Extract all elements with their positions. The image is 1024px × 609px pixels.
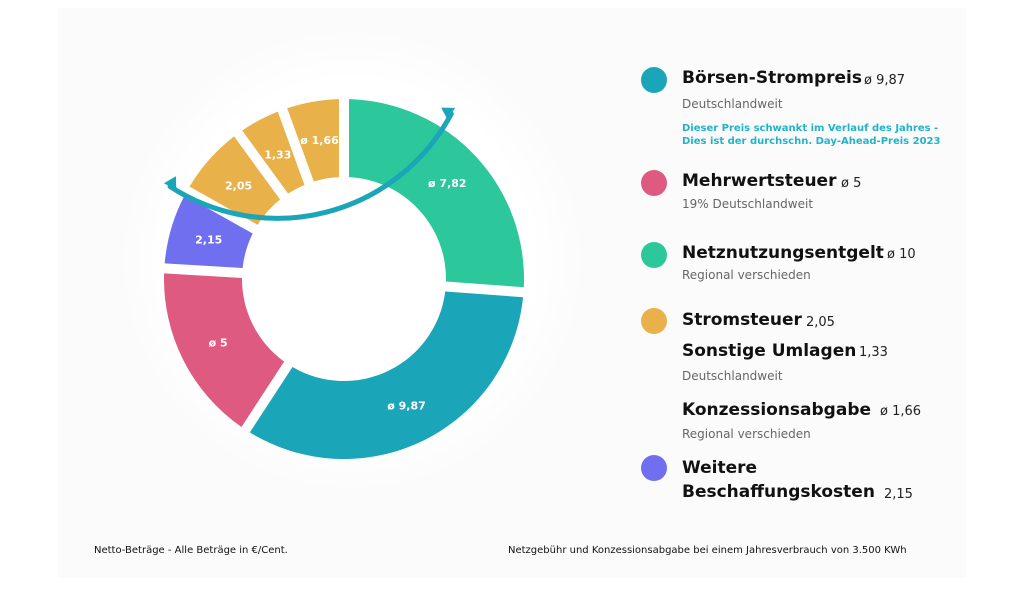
donut-segment-6 bbox=[287, 99, 340, 182]
donut-label-6: ø 1,66 bbox=[300, 134, 339, 147]
legend-note-boersen-1: Dieser Preis schwankt im Verlauf des Jah… bbox=[682, 123, 939, 134]
legend-title-boersen: Börsen-Strompreis bbox=[682, 68, 863, 88]
legend-dot-mwst bbox=[641, 170, 667, 196]
legend-title-stromsteuer: Stromsteuer bbox=[682, 310, 802, 330]
legend-title-konzession: Konzessionsabgabe bbox=[682, 400, 872, 420]
arrow-head-start bbox=[441, 107, 456, 120]
legend-sub-umlagen: Deutschlandweit bbox=[682, 369, 783, 383]
legend-dot-weitere bbox=[641, 455, 667, 481]
donut-segment-0 bbox=[348, 99, 524, 288]
arrow-head-end bbox=[163, 176, 177, 190]
donut-label-5: 1,33 bbox=[264, 149, 291, 162]
legend-value-netz: ø 10 bbox=[887, 247, 916, 262]
donut-label-0: ø 7,82 bbox=[428, 177, 467, 190]
donut-segment-3 bbox=[164, 195, 253, 269]
donut-label-1: ø 9,87 bbox=[387, 399, 426, 412]
legend-dot-boersen bbox=[641, 67, 667, 93]
donut-label-2: ø 5 bbox=[209, 336, 228, 349]
legend-sub-konzession: Regional verschieden bbox=[682, 427, 811, 441]
legend-value-umlagen: 1,33 bbox=[859, 345, 888, 360]
legend-dot-stromsteuer bbox=[641, 308, 667, 334]
legend-title-weitere-1: Weitere bbox=[682, 458, 758, 478]
flow-arrow bbox=[167, 111, 454, 221]
legend-sub-mwst: 19% Deutschlandweit bbox=[682, 197, 814, 211]
legend-value-stromsteuer: 2,05 bbox=[806, 315, 835, 330]
legend-value-weitere: 2,15 bbox=[884, 487, 913, 502]
legend-dot-netz bbox=[641, 242, 667, 268]
legend-sub-netz: Regional verschieden bbox=[682, 268, 811, 282]
donut-segment-2 bbox=[164, 273, 285, 427]
legend-title-mwst: Mehrwertsteuer bbox=[682, 171, 837, 191]
legend-title-netz: Netznutzungsentgelt bbox=[682, 243, 884, 263]
legend-note-boersen-2: Dies ist der durchschn. Day-Ahead-Preis … bbox=[682, 136, 941, 147]
legend-title-weitere-2: Beschaffungskosten bbox=[682, 482, 875, 502]
donut-segment-1 bbox=[249, 291, 524, 460]
legend-value-boersen: ø 9,87 bbox=[864, 73, 906, 88]
donut-segment-5 bbox=[242, 111, 305, 194]
legend-value-konzession: ø 1,66 bbox=[880, 404, 922, 419]
donut-label-4: 2,05 bbox=[225, 179, 252, 192]
legend-value-mwst: ø 5 bbox=[841, 176, 862, 191]
legend-title-umlagen: Sonstige Umlagen bbox=[682, 341, 857, 361]
legend-sub-boersen: Deutschlandweit bbox=[682, 97, 783, 111]
donut-segment-4 bbox=[189, 136, 281, 225]
donut-label-3: 2,15 bbox=[195, 233, 222, 246]
footnote-left: Netto-Beträge - Alle Beträge in €/Cent. bbox=[94, 545, 288, 556]
footnote-right: Netzgebühr und Konzessionsabgabe bei ein… bbox=[508, 545, 907, 556]
